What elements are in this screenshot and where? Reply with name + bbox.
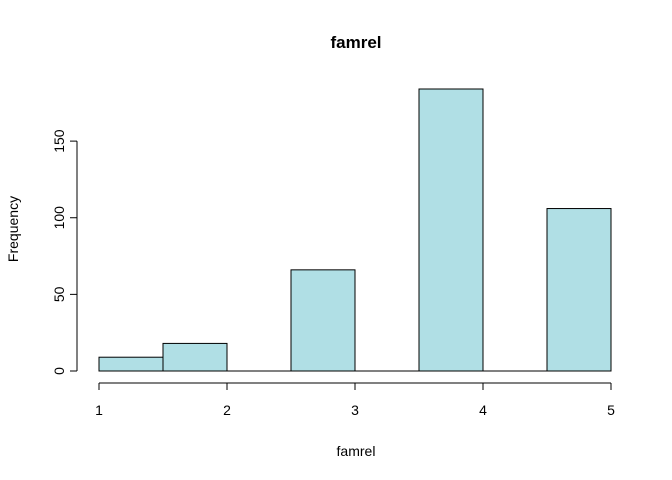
bars-group (98, 88, 612, 372)
x-tick-label-1: 2 (223, 402, 231, 418)
bar-3 (290, 269, 356, 372)
y-tick-label-2: 100 (51, 206, 67, 230)
x-tick-label-3: 4 (479, 402, 487, 418)
y-axis-label: Frequency (5, 196, 21, 262)
x-tick-label-2: 3 (351, 402, 359, 418)
chart-title: famrel (330, 33, 381, 52)
x-tick-label-0: 1 (95, 402, 103, 418)
x-axis-label: famrel (337, 443, 376, 459)
x-tick-label-4: 5 (607, 402, 615, 418)
y-tick-label-3: 150 (51, 129, 67, 153)
y-tick-label-0: 0 (51, 367, 67, 375)
bar-7 (546, 208, 612, 372)
y-axis: 0 50 100 150 (51, 129, 78, 375)
bar-1 (162, 342, 228, 372)
bar-5 (418, 88, 484, 372)
y-tick-label-1: 50 (51, 286, 67, 302)
bar-0 (98, 356, 164, 372)
x-axis: 1 2 3 4 5 (95, 382, 615, 418)
